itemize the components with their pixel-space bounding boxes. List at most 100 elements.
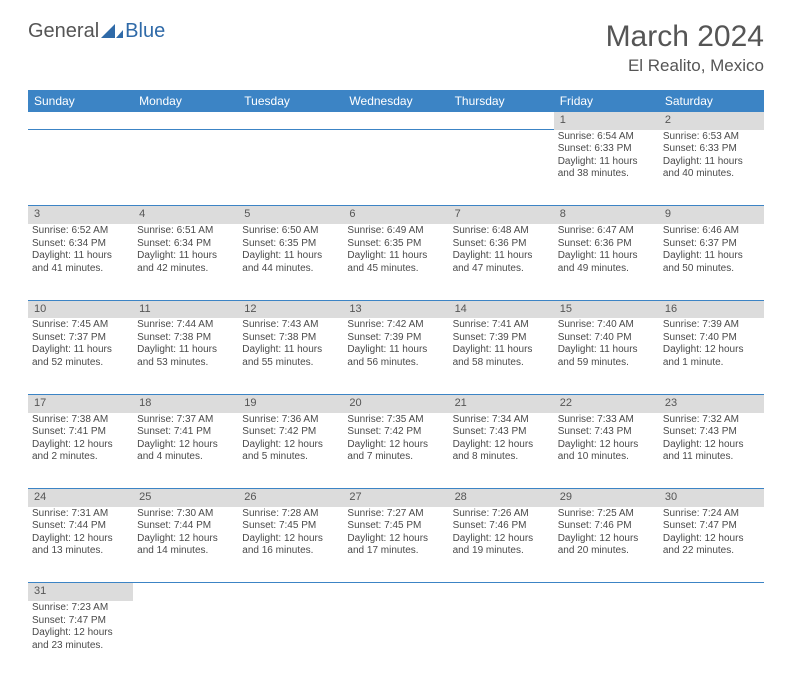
day-number-cell [133,583,238,601]
daylight-text: Daylight: 12 hours and 8 minutes. [453,439,550,464]
day-number-cell: 11 [133,300,238,318]
day-number-cell [554,583,659,601]
daylight-text: Daylight: 12 hours and 4 minutes. [137,439,234,464]
day-number-cell [238,112,343,130]
sunset-text: Sunset: 7:37 PM [32,332,129,345]
daylight-text: Daylight: 11 hours and 56 minutes. [347,344,444,369]
daylight-text: Daylight: 12 hours and 19 minutes. [453,533,550,558]
sunrise-text: Sunrise: 7:30 AM [137,508,234,521]
day-content-cell: Sunrise: 7:42 AMSunset: 7:39 PMDaylight:… [343,318,448,394]
day-number-cell [28,112,133,130]
sunrise-text: Sunrise: 7:27 AM [347,508,444,521]
day-content-cell: Sunrise: 7:25 AMSunset: 7:46 PMDaylight:… [554,507,659,583]
day-number-cell: 3 [28,206,133,224]
sunrise-text: Sunrise: 7:32 AM [663,414,760,427]
sunset-text: Sunset: 7:47 PM [32,615,129,628]
sunset-text: Sunset: 6:34 PM [137,238,234,251]
sunrise-text: Sunrise: 7:31 AM [32,508,129,521]
daylight-text: Daylight: 11 hours and 50 minutes. [663,250,760,275]
day-content-cell: Sunrise: 7:43 AMSunset: 7:38 PMDaylight:… [238,318,343,394]
location: El Realito, Mexico [606,56,764,76]
day-number-cell: 29 [554,489,659,507]
day-content-cell: Sunrise: 7:26 AMSunset: 7:46 PMDaylight:… [449,507,554,583]
sunrise-text: Sunrise: 6:50 AM [242,225,339,238]
day-content-cell: Sunrise: 7:32 AMSunset: 7:43 PMDaylight:… [659,413,764,489]
day-number-cell [449,112,554,130]
daynum-row: 31 [28,583,764,601]
sunset-text: Sunset: 6:35 PM [242,238,339,251]
daylight-text: Daylight: 12 hours and 14 minutes. [137,533,234,558]
daynum-row: 24252627282930 [28,489,764,507]
day-number-cell: 5 [238,206,343,224]
sunset-text: Sunset: 7:46 PM [453,520,550,533]
day-number-cell: 18 [133,394,238,412]
day-number-cell: 9 [659,206,764,224]
day-number-cell: 21 [449,394,554,412]
sunrise-text: Sunrise: 6:53 AM [663,131,760,144]
day-number-cell: 16 [659,300,764,318]
daylight-text: Daylight: 12 hours and 22 minutes. [663,533,760,558]
day-number-cell [659,583,764,601]
daylight-text: Daylight: 11 hours and 42 minutes. [137,250,234,275]
sunrise-text: Sunrise: 7:26 AM [453,508,550,521]
day-number-cell: 7 [449,206,554,224]
daynum-row: 12 [28,112,764,130]
content-row: Sunrise: 7:31 AMSunset: 7:44 PMDaylight:… [28,507,764,583]
daylight-text: Daylight: 11 hours and 47 minutes. [453,250,550,275]
day-content-cell [133,601,238,677]
day-content-cell: Sunrise: 6:51 AMSunset: 6:34 PMDaylight:… [133,224,238,300]
sunrise-text: Sunrise: 7:24 AM [663,508,760,521]
day-content-cell: Sunrise: 7:45 AMSunset: 7:37 PMDaylight:… [28,318,133,394]
header: General Blue March 2024 El Realito, Mexi… [28,20,764,76]
daylight-text: Daylight: 12 hours and 13 minutes. [32,533,129,558]
day-header: Sunday [28,90,133,112]
day-content-cell: Sunrise: 7:23 AMSunset: 7:47 PMDaylight:… [28,601,133,677]
sunrise-text: Sunrise: 7:34 AM [453,414,550,427]
sunrise-text: Sunrise: 7:23 AM [32,602,129,615]
day-content-cell: Sunrise: 7:44 AMSunset: 7:38 PMDaylight:… [133,318,238,394]
sunrise-text: Sunrise: 7:45 AM [32,319,129,332]
sunset-text: Sunset: 7:42 PM [347,426,444,439]
sunrise-text: Sunrise: 7:25 AM [558,508,655,521]
day-number-cell: 19 [238,394,343,412]
day-number-cell: 25 [133,489,238,507]
daylight-text: Daylight: 11 hours and 38 minutes. [558,156,655,181]
content-row: Sunrise: 6:52 AMSunset: 6:34 PMDaylight:… [28,224,764,300]
day-content-cell: Sunrise: 7:34 AMSunset: 7:43 PMDaylight:… [449,413,554,489]
day-content-cell [659,601,764,677]
day-content-cell [238,601,343,677]
logo: General Blue [28,20,165,43]
day-content-cell: Sunrise: 6:47 AMSunset: 6:36 PMDaylight:… [554,224,659,300]
daylight-text: Daylight: 11 hours and 40 minutes. [663,156,760,181]
daylight-text: Daylight: 12 hours and 10 minutes. [558,439,655,464]
day-content-cell [28,130,133,206]
day-content-cell [343,601,448,677]
daylight-text: Daylight: 12 hours and 2 minutes. [32,439,129,464]
sunrise-text: Sunrise: 7:43 AM [242,319,339,332]
sunset-text: Sunset: 7:44 PM [32,520,129,533]
daylight-text: Daylight: 12 hours and 11 minutes. [663,439,760,464]
sunrise-text: Sunrise: 7:38 AM [32,414,129,427]
day-number-cell: 24 [28,489,133,507]
day-header: Wednesday [343,90,448,112]
sunrise-text: Sunrise: 7:41 AM [453,319,550,332]
day-number-cell: 28 [449,489,554,507]
daylight-text: Daylight: 11 hours and 58 minutes. [453,344,550,369]
day-content-cell [343,130,448,206]
day-header: Saturday [659,90,764,112]
daylight-text: Daylight: 12 hours and 20 minutes. [558,533,655,558]
sunset-text: Sunset: 6:36 PM [453,238,550,251]
sunrise-text: Sunrise: 6:48 AM [453,225,550,238]
daylight-text: Daylight: 12 hours and 17 minutes. [347,533,444,558]
sunset-text: Sunset: 7:44 PM [137,520,234,533]
daynum-row: 17181920212223 [28,394,764,412]
content-row: Sunrise: 7:38 AMSunset: 7:41 PMDaylight:… [28,413,764,489]
day-number-cell: 26 [238,489,343,507]
day-content-cell: Sunrise: 6:54 AMSunset: 6:33 PMDaylight:… [554,130,659,206]
sunrise-text: Sunrise: 6:51 AM [137,225,234,238]
sunrise-text: Sunrise: 7:37 AM [137,414,234,427]
sunset-text: Sunset: 7:38 PM [242,332,339,345]
day-content-cell: Sunrise: 6:50 AMSunset: 6:35 PMDaylight:… [238,224,343,300]
day-number-cell: 23 [659,394,764,412]
daylight-text: Daylight: 11 hours and 55 minutes. [242,344,339,369]
